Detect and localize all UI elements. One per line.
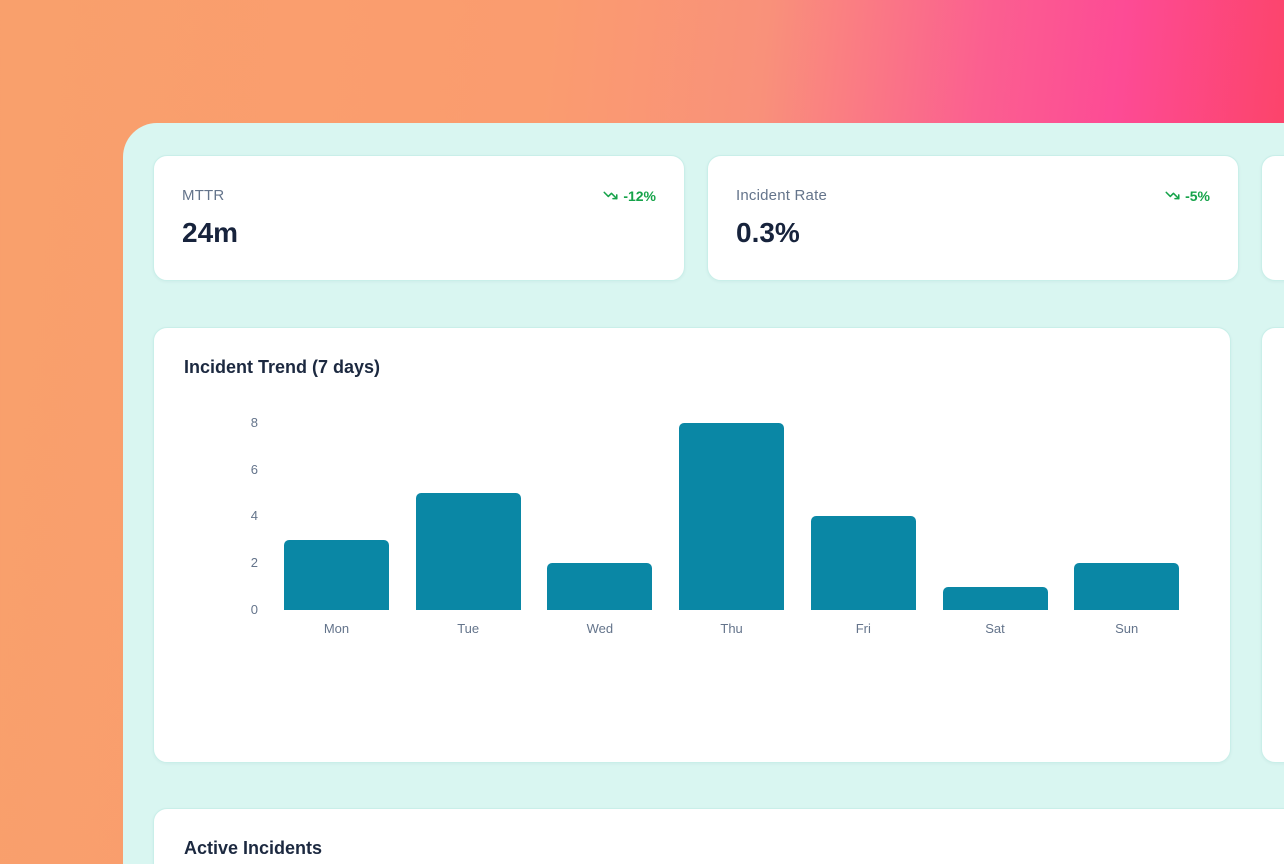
kpi-delta: -5% bbox=[1165, 188, 1210, 204]
chart-bar-mon bbox=[284, 539, 389, 610]
trending-down-icon bbox=[603, 188, 618, 203]
incident-trend-card: Incident Trend (7 days) 0 2 4 6 8 Mon Tue Wed Th… bbox=[153, 327, 1231, 763]
kpi-card-mttr: MTTR -12% 24m bbox=[153, 155, 685, 281]
chart-bar-fri bbox=[810, 516, 916, 610]
x-axis-label: Tue bbox=[457, 621, 480, 636]
kpi-delta-value: -5% bbox=[1185, 187, 1210, 204]
chart-bar-sun bbox=[1074, 563, 1180, 610]
kpi-label: MTTR bbox=[182, 187, 225, 204]
kpi-delta: -12% bbox=[603, 188, 656, 204]
chart-bar-sat bbox=[942, 586, 1048, 610]
y-axis-tick: 0 bbox=[250, 602, 258, 617]
x-axis-label: Sun bbox=[1115, 621, 1139, 636]
bar-chart: 0 2 4 6 8 Mon Tue Wed Thu Fri Sat Sun bbox=[154, 328, 1230, 762]
chart-bar-wed bbox=[547, 563, 653, 610]
active-incidents-card: Active Incidents bbox=[153, 808, 1284, 864]
kpi-label: Incident Rate bbox=[736, 187, 827, 204]
chart-title: Incident Trend (7 days) bbox=[184, 357, 381, 377]
x-axis-label: Fri bbox=[855, 621, 871, 636]
kpi-card-header: Incident Rate -5% bbox=[736, 187, 1210, 204]
kpi-card-header: MTTR -12% bbox=[182, 187, 656, 204]
x-axis-label: Sat bbox=[985, 621, 1005, 636]
chart-bar-thu bbox=[679, 422, 785, 610]
x-axis-label: Wed bbox=[586, 621, 614, 636]
chart-bar-tue bbox=[415, 493, 521, 610]
y-axis-tick: 4 bbox=[250, 508, 258, 524]
y-axis-tick: 2 bbox=[250, 555, 258, 571]
dashboard-panel: MTTR -12% 24m Incident Rate bbox=[123, 123, 1284, 864]
kpi-value: 24m bbox=[182, 217, 239, 248]
active-incidents-title: Active Incidents bbox=[184, 838, 323, 858]
kpi-delta-value: -12% bbox=[623, 187, 656, 204]
x-axis-label: Mon bbox=[323, 621, 350, 636]
y-axis-tick: 6 bbox=[250, 461, 258, 477]
kpi-card-incident-rate: Incident Rate -5% 0.3% bbox=[707, 155, 1239, 281]
side-card-clipped bbox=[1261, 327, 1284, 763]
trending-down-icon bbox=[1165, 188, 1180, 203]
kpi-card-clipped bbox=[1261, 155, 1284, 281]
x-axis-label: Thu bbox=[720, 621, 743, 636]
kpi-value: 0.3% bbox=[736, 217, 800, 248]
y-axis-tick: 8 bbox=[250, 414, 258, 430]
